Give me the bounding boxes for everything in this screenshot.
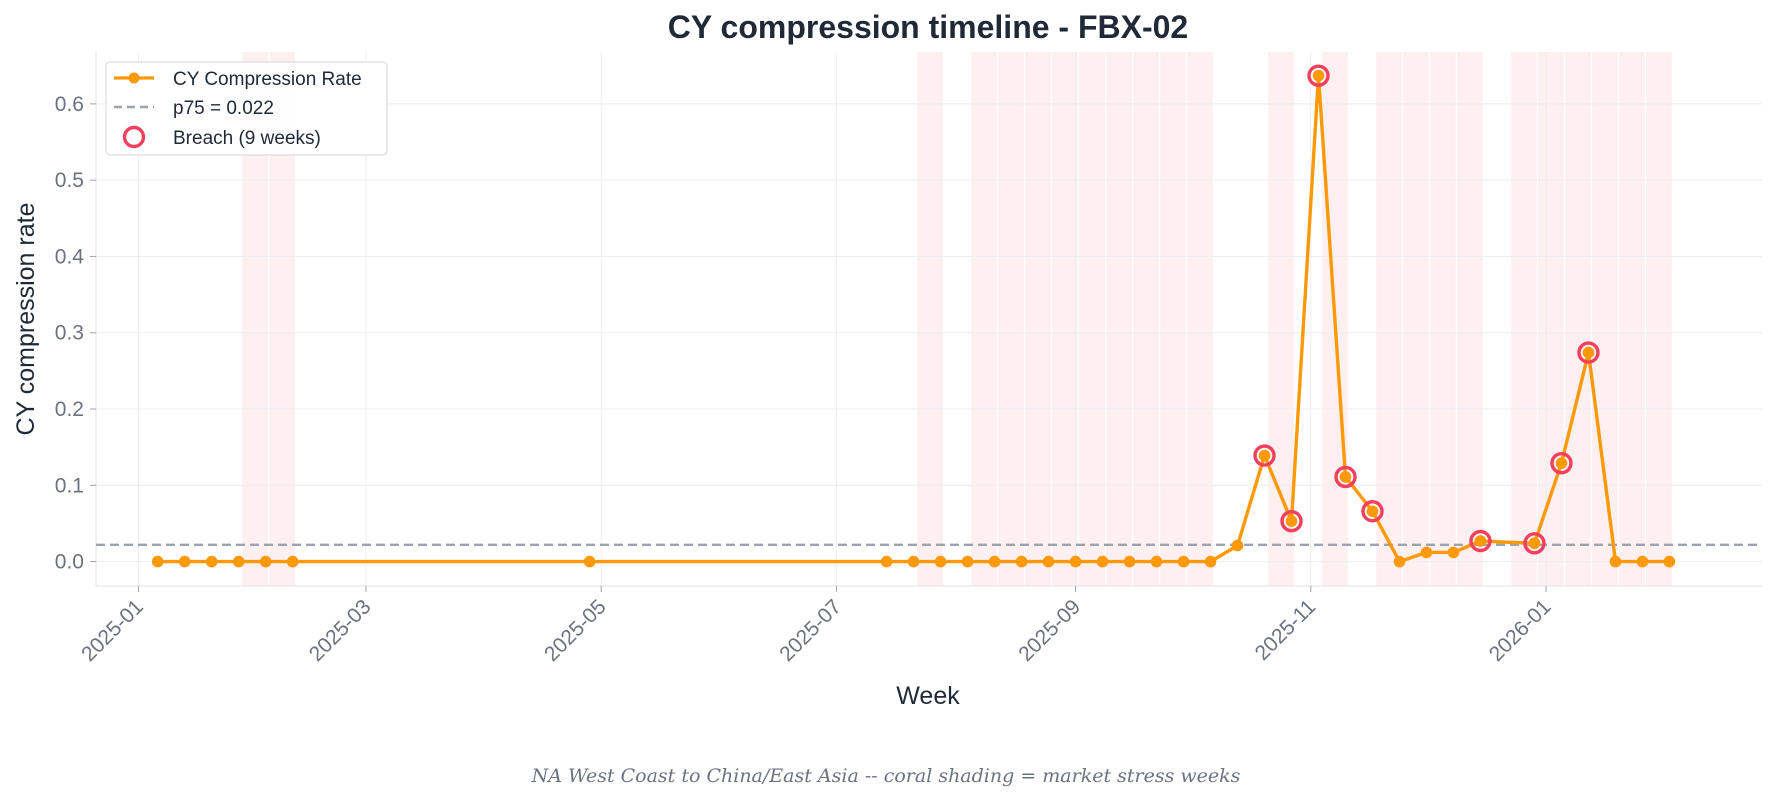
- data-point: [1339, 471, 1352, 483]
- data-point: [1582, 346, 1595, 359]
- data-point: [205, 555, 218, 568]
- y-tick-label: 0.3: [55, 322, 84, 345]
- data-point: [1177, 555, 1190, 568]
- data-point: [1474, 535, 1487, 547]
- x-tick-label: 2025-11: [1251, 595, 1321, 665]
- stress-band: [1187, 52, 1213, 586]
- data-point: [1150, 555, 1163, 568]
- stress-band: [1133, 52, 1159, 586]
- data-point: [988, 555, 1001, 568]
- x-tick-label: 2025-09: [1014, 595, 1085, 666]
- legend: CY Compression Rate p75 = 0.022 Breach (…: [105, 61, 388, 156]
- data-point: [1042, 555, 1055, 568]
- data-point: [1069, 555, 1082, 568]
- x-tick-labels: 2025-01 2025-03 2025-05 2025-07 2025-09 2025-…: [77, 586, 1556, 666]
- data-point: [1528, 537, 1541, 550]
- stress-band: [1025, 52, 1051, 586]
- stress-band: [1457, 52, 1483, 586]
- breach-marker: [1469, 529, 1492, 553]
- data-point: [934, 555, 947, 568]
- y-tick-label: 0.2: [55, 398, 84, 421]
- x-tick-label: 2025-07: [775, 595, 846, 666]
- stress-band: [1403, 52, 1429, 586]
- stress-band: [1646, 52, 1672, 586]
- legend-threshold-label: p75 = 0.022: [173, 98, 274, 119]
- breach-marker: [1577, 341, 1600, 364]
- y-tick-labels: 0.0 0.1 0.2 0.3 0.4 0.5 0.6: [55, 93, 96, 574]
- data-point: [1015, 555, 1028, 568]
- y-tick-label: 0.1: [55, 474, 84, 497]
- x-tick-label: 2025-03: [305, 595, 376, 666]
- data-point: [907, 555, 920, 568]
- y-tick-label: 0.5: [55, 169, 84, 192]
- breach-marker: [1280, 509, 1303, 533]
- stress-band: [998, 52, 1024, 586]
- data-point: [961, 555, 974, 568]
- breach-marker: [1334, 465, 1357, 489]
- data-point: [1555, 457, 1568, 469]
- stress-band: [1619, 52, 1645, 586]
- legend-breach-label: Breach (9 weeks): [173, 128, 321, 149]
- data-point: [1393, 555, 1406, 568]
- data-point: [1420, 546, 1433, 559]
- breach-marker: [1307, 64, 1330, 87]
- data-point: [1609, 555, 1622, 568]
- data-point: [286, 555, 299, 568]
- x-tick-label: 2025-01: [77, 595, 148, 666]
- data-point: [1204, 555, 1217, 568]
- stress-band: [1079, 52, 1105, 586]
- stress-band: [1376, 52, 1402, 586]
- data-point: [1447, 546, 1460, 559]
- x-tick-label: 2026-01: [1485, 595, 1556, 666]
- stress-band: [1106, 52, 1132, 586]
- stress-band: [1160, 52, 1186, 586]
- legend-marker-swatch: [128, 72, 140, 84]
- stress-band: [917, 52, 943, 586]
- stress-band: [971, 52, 997, 586]
- y-tick-label: 0.0: [55, 551, 84, 574]
- stress-band: [1592, 52, 1618, 586]
- breach-layer: [1253, 64, 1600, 555]
- chart-title: CY compression timeline - FBX-02: [668, 9, 1188, 45]
- y-tick-label: 0.4: [55, 245, 85, 268]
- x-axis-label: Week: [896, 682, 960, 710]
- data-point: [880, 555, 893, 568]
- breach-marker: [1361, 500, 1384, 523]
- data-point: [1096, 555, 1109, 568]
- data-point: [1285, 515, 1298, 527]
- data-point: [1258, 449, 1271, 462]
- data-point: [232, 555, 245, 568]
- breach-marker: [1253, 444, 1276, 467]
- data-point: [1231, 539, 1244, 552]
- legend-series-label: CY Compression Rate: [173, 69, 362, 90]
- stress-band: [1430, 52, 1456, 586]
- y-axis-label: CY compression rate: [12, 203, 40, 436]
- stress-band: [1268, 52, 1294, 586]
- data-point: [1366, 505, 1379, 518]
- stress-band: [1511, 52, 1537, 586]
- data-point: [178, 555, 191, 568]
- legend-breach-swatch: [122, 125, 146, 149]
- breach-marker: [1523, 532, 1546, 555]
- data-point: [1123, 555, 1136, 568]
- stress-band: [1538, 52, 1564, 586]
- data-point: [151, 555, 164, 568]
- stress-band: [1565, 52, 1591, 586]
- data-point: [1312, 69, 1325, 82]
- data-point: [583, 555, 596, 568]
- data-point: [259, 555, 272, 568]
- plot-frame: [95, 52, 1762, 587]
- legend-box: [105, 61, 388, 156]
- data-point: [1636, 555, 1649, 568]
- x-tick-label: 2025-05: [540, 595, 611, 666]
- stress-shading-layer: [242, 52, 1672, 586]
- breach-marker: [1550, 451, 1573, 475]
- stress-band: [1052, 52, 1078, 586]
- chart-footnote: NA West Coast to China/East Asia -- cora…: [531, 765, 1241, 787]
- y-tick-label: 0.6: [55, 93, 84, 116]
- data-point: [1663, 555, 1676, 568]
